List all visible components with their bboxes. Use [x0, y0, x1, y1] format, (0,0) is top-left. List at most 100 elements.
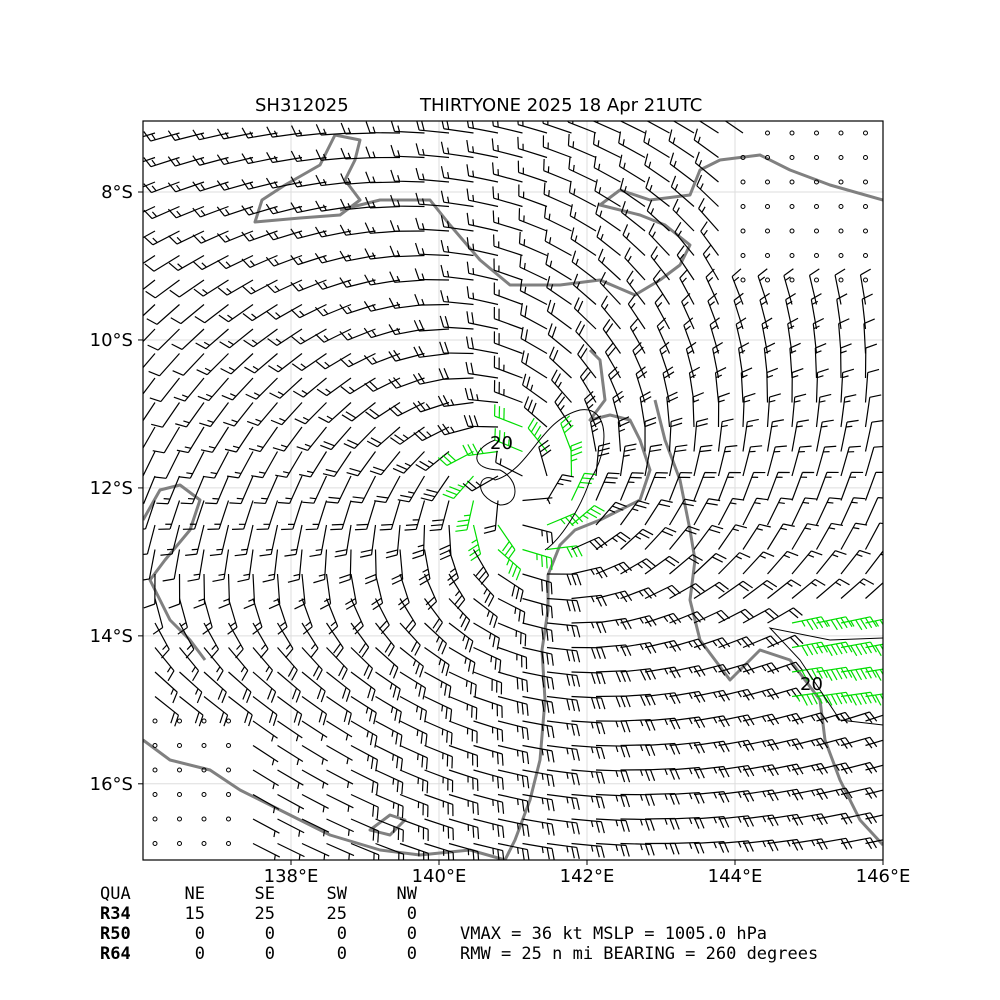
wind-barb — [424, 720, 453, 745]
wind-barb — [546, 646, 581, 663]
wind-barb — [375, 622, 395, 657]
calm-marker — [740, 253, 746, 258]
wind-barb — [241, 279, 278, 295]
wind-barb — [143, 156, 156, 163]
wind-barb — [546, 695, 581, 712]
wind-barb — [216, 230, 254, 243]
wind-barb — [275, 451, 303, 478]
wind-barb — [698, 121, 719, 134]
wind-barb — [840, 837, 877, 850]
wind-barb — [262, 549, 279, 583]
wind-barb — [816, 666, 853, 681]
wind-barb — [424, 647, 450, 677]
wind-barb — [840, 368, 855, 403]
wind-barb — [440, 215, 474, 232]
wind-barb — [497, 646, 528, 669]
wind-barb — [439, 524, 452, 561]
wind-barb — [277, 769, 304, 789]
wind-barb — [791, 838, 828, 851]
y-tick-label: 8°S — [101, 182, 133, 203]
wind-barb — [644, 612, 682, 625]
calm-marker — [814, 277, 819, 283]
wind-barb — [546, 299, 572, 330]
wind-barb — [290, 279, 327, 292]
calm-marker — [789, 228, 795, 234]
wind-barb — [547, 323, 572, 354]
wind-barb — [167, 181, 205, 193]
wind-barb — [612, 390, 625, 428]
wind-barb — [170, 304, 205, 325]
wind-barb — [840, 419, 859, 452]
wind-barb — [865, 739, 883, 747]
table-cell: 15 — [185, 904, 205, 924]
wind-barb — [455, 500, 475, 532]
wind-barb — [865, 814, 883, 820]
wind-barb — [618, 154, 646, 183]
calm-marker — [740, 179, 746, 185]
wind-barb — [290, 176, 327, 188]
wind-barb — [717, 445, 738, 477]
wind-barb — [320, 426, 352, 451]
wind-barb — [693, 740, 730, 753]
wind-barb — [669, 766, 705, 779]
wind-barb — [390, 194, 425, 208]
wind-barb — [340, 198, 376, 211]
wind-barb — [767, 607, 803, 624]
wind-barb — [473, 695, 503, 718]
wind-barb — [789, 342, 801, 379]
wind-barb — [644, 153, 670, 183]
calm-marker — [814, 204, 819, 209]
wind-barb — [270, 402, 303, 426]
table-cell: 25 — [327, 904, 347, 924]
wind-barb — [693, 715, 730, 728]
wind-barb — [473, 720, 504, 742]
calm-marker — [177, 792, 182, 797]
wind-barb — [389, 271, 425, 283]
wind-barb — [497, 744, 530, 765]
wind-barb — [224, 426, 254, 453]
wind-barb — [767, 788, 804, 801]
wind-barb — [599, 271, 621, 305]
wind-barb — [522, 597, 553, 619]
wind-barb — [538, 439, 552, 477]
wind-barb — [571, 536, 608, 551]
wind-barb — [171, 328, 205, 350]
wind-barb — [276, 622, 294, 659]
wind-barb — [326, 744, 353, 765]
wind-barb — [644, 584, 681, 600]
wind-barb — [143, 254, 156, 265]
wind-barb — [865, 582, 883, 599]
calm-marker — [177, 718, 182, 724]
wind-barb — [517, 160, 548, 183]
wind-barb — [668, 444, 688, 477]
wind-barb — [840, 497, 866, 526]
wind-barb — [560, 415, 574, 452]
wind-barb — [473, 598, 498, 629]
wind-barb — [424, 744, 453, 769]
wind-barb — [167, 156, 205, 167]
wind-barb — [571, 769, 606, 784]
coastline — [368, 813, 407, 837]
wind-barb — [646, 199, 670, 232]
wind-barb — [143, 451, 156, 478]
wind-barb — [193, 573, 206, 609]
wind-barb — [491, 162, 523, 183]
wind-barb — [712, 341, 723, 379]
wind-barb — [497, 524, 516, 560]
wind-barb — [791, 445, 812, 477]
wind-barb — [742, 764, 779, 777]
wind-barb — [154, 451, 181, 479]
calm-marker — [765, 179, 770, 185]
wind-barb — [256, 500, 279, 531]
wind-barb — [595, 561, 633, 575]
wind-barb — [567, 121, 597, 134]
wind-barb — [290, 202, 327, 214]
wind-barb — [669, 152, 695, 183]
title-left: SH312025 — [255, 95, 349, 116]
wind-barb — [783, 268, 794, 305]
wind-barb — [466, 188, 499, 208]
calm-marker — [201, 841, 207, 846]
wind-barb — [265, 177, 303, 189]
wind-barb — [194, 304, 229, 324]
wind-barb — [176, 426, 205, 454]
